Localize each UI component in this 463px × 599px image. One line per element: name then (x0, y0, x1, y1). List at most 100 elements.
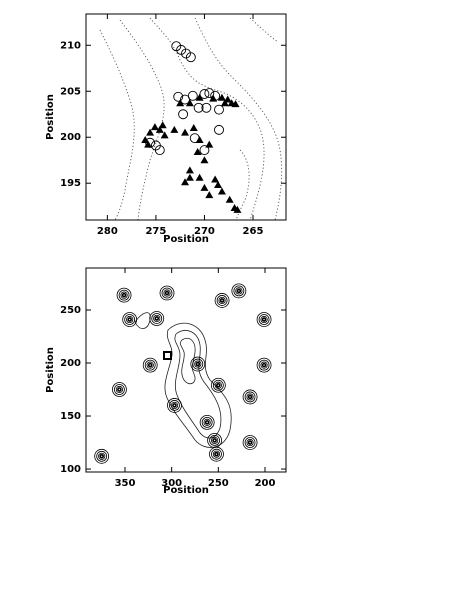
contour (99, 29, 135, 221)
marker-box (163, 351, 172, 360)
ring (99, 454, 104, 459)
ring (201, 416, 213, 428)
x-axis-title: Position (163, 234, 209, 245)
plot-frame (85, 13, 287, 221)
ring (218, 296, 226, 305)
point (220, 99, 229, 107)
plot-frame (85, 267, 287, 473)
source (210, 377, 226, 393)
ring (209, 446, 224, 462)
ring (153, 314, 161, 323)
contour (174, 330, 222, 439)
point (231, 100, 240, 108)
ring (244, 391, 256, 403)
contour (179, 337, 196, 385)
point (154, 145, 165, 156)
point (181, 128, 190, 136)
ring (203, 418, 211, 426)
ring (124, 314, 136, 325)
ring (147, 362, 153, 368)
ring (233, 285, 245, 297)
point (195, 93, 204, 101)
contour (119, 19, 165, 221)
source (190, 356, 206, 372)
point (185, 166, 194, 174)
ring (210, 377, 226, 393)
y-tick-label: 250 (60, 305, 81, 316)
point (217, 93, 226, 101)
ring (246, 438, 254, 447)
ring (212, 438, 217, 443)
ring (192, 358, 204, 370)
y-axis-title: Position (45, 94, 56, 140)
ring (261, 317, 267, 322)
ring (118, 289, 130, 301)
x-tick-label: 200 (255, 478, 276, 489)
ring (151, 313, 163, 324)
point (146, 128, 155, 136)
point (201, 102, 212, 113)
ring (212, 450, 221, 458)
ring (163, 289, 171, 297)
ring (120, 291, 128, 299)
source (149, 311, 165, 326)
point (199, 89, 210, 99)
point (200, 183, 209, 191)
ring (212, 379, 224, 391)
ring (258, 314, 270, 325)
plot: 350 300 250 200 100 150 200 250 (60, 267, 287, 489)
y-tick-label: 150 (60, 411, 81, 422)
ring (231, 283, 247, 299)
ring (247, 394, 253, 400)
point (185, 52, 196, 63)
source (142, 357, 158, 373)
contour (149, 17, 265, 221)
ring (144, 359, 156, 371)
ring (142, 357, 158, 373)
ring (169, 400, 180, 411)
ring (247, 440, 253, 445)
point (200, 156, 209, 164)
ring (127, 317, 132, 322)
point (214, 181, 223, 189)
point (223, 95, 232, 103)
ring (216, 382, 221, 388)
point (225, 195, 234, 203)
ring (244, 437, 256, 448)
y-tick-label: 100 (60, 464, 81, 475)
source (256, 312, 272, 327)
point (187, 90, 198, 101)
ring (236, 288, 242, 294)
point (233, 205, 242, 213)
ring (256, 312, 272, 327)
ring (219, 298, 225, 303)
contour (194, 17, 283, 221)
y-tick-label: 200 (60, 132, 81, 143)
panel-bottom: Position Position (45, 347, 209, 496)
source (207, 433, 223, 448)
plot: 280 275 270 265 195 200 205 210 (60, 13, 287, 237)
x-tick-label: 265 (243, 226, 264, 237)
point (155, 125, 164, 133)
x-tick-label: 350 (115, 478, 136, 489)
source (112, 382, 127, 397)
point (193, 102, 204, 113)
source (256, 357, 272, 373)
point (170, 125, 179, 133)
ring (199, 414, 215, 430)
point (181, 178, 190, 186)
source (122, 312, 138, 327)
point (205, 140, 214, 148)
point (195, 135, 204, 143)
point (185, 173, 194, 181)
ring (159, 285, 175, 301)
ring (242, 389, 258, 405)
x-tick-label: 300 (161, 478, 182, 489)
point (176, 99, 185, 107)
ring (260, 361, 268, 369)
ring (242, 435, 258, 450)
ring (256, 357, 272, 373)
point (214, 124, 224, 135)
ring (117, 387, 122, 392)
